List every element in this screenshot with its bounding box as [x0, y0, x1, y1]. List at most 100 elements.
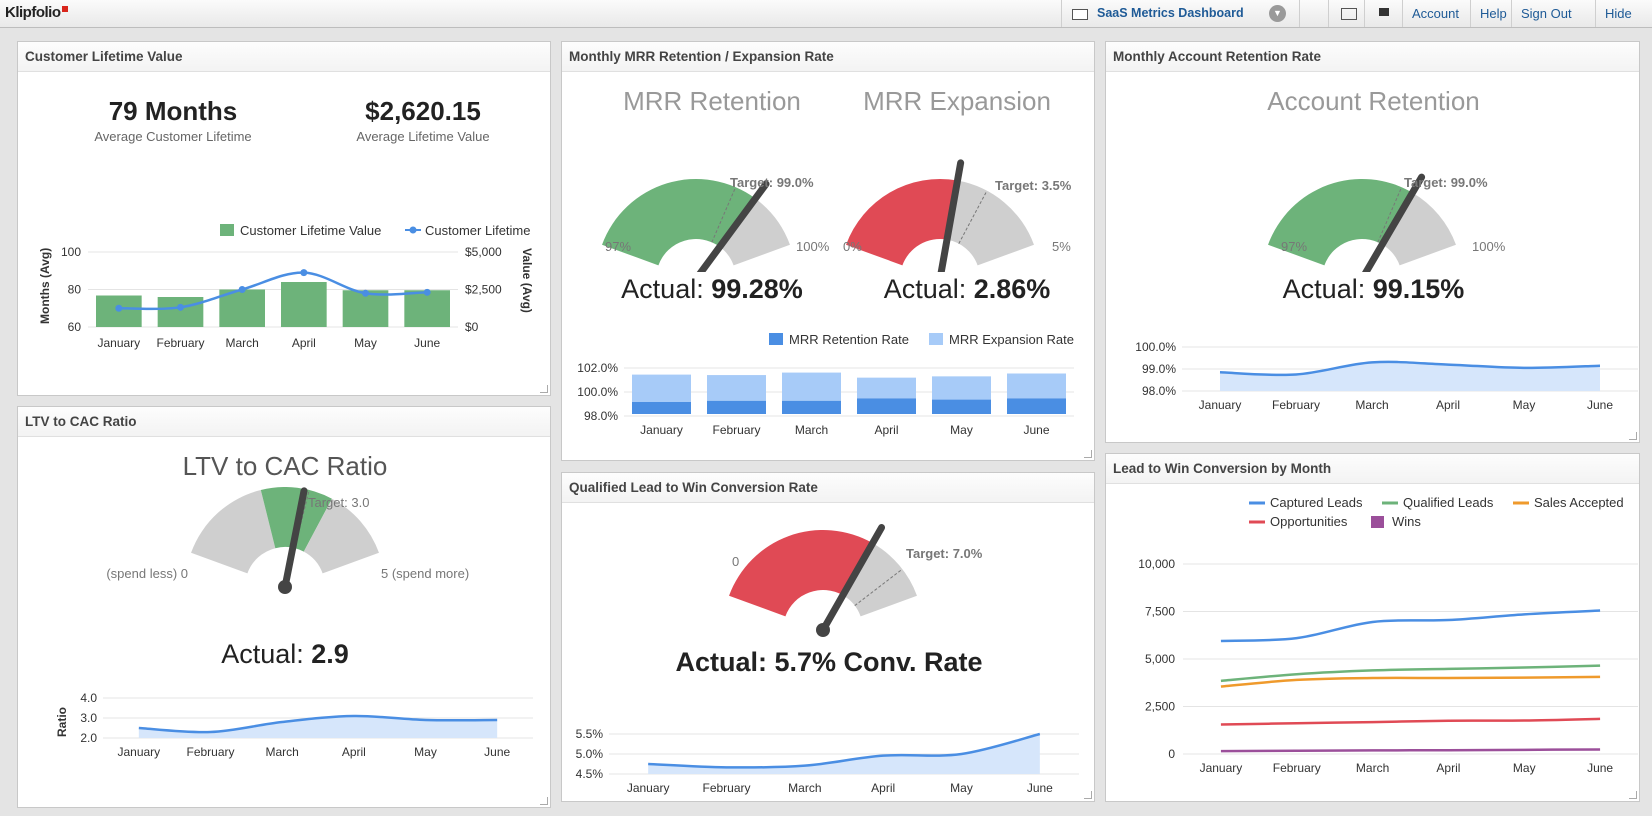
x-tick-label: January: [627, 781, 670, 795]
gauge-max-expansion: 5%: [1052, 239, 1071, 254]
bar-retention: [632, 402, 691, 414]
bar-expansion: [707, 375, 766, 401]
x-tick-label: May: [950, 781, 973, 795]
gauge-title: LTV to CAC Ratio: [182, 451, 388, 481]
y-tick-label: 98.0%: [584, 409, 618, 423]
y-tick-label-left: 80: [68, 283, 82, 297]
hide-link[interactable]: Hide: [1605, 6, 1632, 21]
x-tick-label: February: [1273, 761, 1321, 775]
sign-out-link[interactable]: Sign Out: [1521, 6, 1572, 21]
y-tick-label: 4.0: [80, 691, 97, 705]
legend-swatch: [1371, 516, 1384, 528]
x-tick-label: February: [1272, 398, 1320, 412]
line-point: [362, 289, 369, 297]
series-line: [1219, 360, 1601, 377]
ltv-trend-chart: Ratio 4.0 3.0 2.0 January February March April…: [55, 691, 533, 759]
help-link[interactable]: Help: [1480, 6, 1507, 21]
y-tick-label: 5.0%: [576, 747, 604, 761]
ltv-gauge: Target: 3.0 (spend less) 0 5 (spend more…: [106, 487, 469, 594]
series-line: [648, 732, 1041, 769]
lead-line-chart: Captured Leads Qualified Leads Sales Accep…: [1138, 495, 1638, 775]
bar-retention: [1007, 398, 1066, 414]
bar: [219, 289, 265, 327]
legend-line-label: Customer Lifetime: [425, 223, 530, 238]
x-tick-label: April: [871, 781, 895, 795]
acct-gauge: Target: 99.0% 97% 100%: [1268, 173, 1506, 272]
gauge-title: Account Retention: [1267, 86, 1480, 116]
bar-retention: [857, 398, 916, 414]
legend-label: Captured Leads: [1270, 495, 1363, 510]
gauge-title-expansion: MRR Expansion: [863, 86, 1051, 116]
series-line: [1220, 675, 1601, 688]
dashboard-selector[interactable]: SaaS Metrics Dashboard ▼: [1061, 0, 1300, 27]
qual-gauge: Target: 7.0% 0: [729, 524, 983, 637]
legend-label: Qualified Leads: [1403, 495, 1494, 510]
y-tick-label-right: $0: [465, 320, 479, 334]
x-tick-label: March: [225, 336, 258, 350]
panel-title: LTV to CAC Ratio: [25, 414, 137, 429]
chevron-down-icon[interactable]: ▼: [1269, 5, 1286, 22]
x-tick-label: April: [1436, 398, 1460, 412]
y-axis-label-left: Months (Avg): [38, 248, 52, 324]
logo-mark-icon: [61, 6, 68, 12]
x-tick-label: May: [1513, 398, 1536, 412]
legend-line-marker: [409, 226, 417, 234]
y-tick-label: 5,000: [1145, 652, 1175, 666]
x-tick-label: May: [1513, 761, 1536, 775]
top-bar: Klipfolio SaaS Metrics Dashboard ▼ Accou…: [0, 0, 1652, 28]
avg-ltv-value: $2,620.15: [365, 96, 481, 126]
line-point: [238, 286, 246, 293]
panel-customer-lifetime-value: Customer Lifetime Value 79 Months Averag…: [17, 41, 551, 396]
tv-mode-icon[interactable]: [1364, 0, 1401, 27]
clv-chart: Customer Lifetime Value Customer Lifetim…: [38, 223, 534, 350]
panel-title: Qualified Lead to Win Conversion Rate: [569, 480, 818, 495]
y-tick-label: 7,500: [1145, 605, 1175, 619]
panel-title: Monthly MRR Retention / Expansion Rate: [569, 49, 834, 64]
gauge-target-expansion: Target: 3.5%: [995, 178, 1072, 193]
bar-retention: [707, 400, 766, 414]
y-tick-label: 4.5%: [576, 767, 604, 781]
klipfolio-logo[interactable]: Klipfolio: [5, 4, 68, 21]
gauge-max: 100%: [1472, 239, 1506, 254]
fullscreen-icon[interactable]: [1328, 0, 1365, 27]
acct-trend-chart: 100.0% 99.0% 98.0% January February March Apri…: [1135, 340, 1638, 412]
y-tick-label: 2,500: [1145, 700, 1175, 714]
panel-title: Lead to Win Conversion by Month: [1113, 461, 1332, 476]
x-tick-label: February: [186, 745, 234, 759]
x-tick-label: March: [265, 745, 298, 759]
line-point: [177, 303, 184, 311]
x-tick-label: June: [1023, 423, 1049, 437]
series-line: [1220, 717, 1601, 726]
bar: [404, 290, 450, 327]
bar-expansion: [782, 372, 841, 401]
x-tick-label: May: [354, 336, 377, 350]
gauge-target: Target: 99.0%: [1404, 175, 1488, 190]
panel-title: Customer Lifetime Value: [25, 49, 183, 64]
x-tick-label: April: [1436, 761, 1460, 775]
x-tick-label: January: [97, 336, 140, 350]
line-point: [300, 269, 308, 277]
actual-value: Actual: 99.15%: [1282, 274, 1465, 304]
x-tick-label: February: [712, 423, 760, 437]
x-tick-label: March: [1355, 398, 1388, 412]
bar-expansion: [1007, 373, 1066, 399]
gauge-min: (spend less) 0: [106, 566, 188, 581]
panel-ltv-cac: LTV to CAC Ratio LTV to CAC Ratio Target…: [17, 406, 551, 808]
gauge-target: Target: 3.0: [308, 495, 369, 510]
y-tick-label: 100.0%: [1135, 340, 1176, 354]
x-tick-label: June: [1587, 398, 1613, 412]
x-tick-label: January: [640, 423, 683, 437]
x-tick-label: March: [1356, 761, 1389, 775]
panel-lead-to-win: Lead to Win Conversion by Month Captured…: [1105, 453, 1640, 802]
x-tick-label: January: [1199, 398, 1242, 412]
gauge-target-retention: Target: 99.0%: [730, 175, 814, 190]
bar-retention: [782, 400, 841, 414]
line-point: [423, 288, 431, 296]
account-link[interactable]: Account: [1412, 6, 1459, 21]
x-tick-label: March: [788, 781, 821, 795]
actual-expansion: Actual: 2.86%: [883, 274, 1051, 304]
y-axis-label: Ratio: [55, 707, 69, 737]
series-line: [138, 714, 498, 734]
gauge-title-retention: MRR Retention: [623, 86, 801, 116]
panel-account-retention: Monthly Account Retention Rate Account R…: [1105, 41, 1640, 443]
